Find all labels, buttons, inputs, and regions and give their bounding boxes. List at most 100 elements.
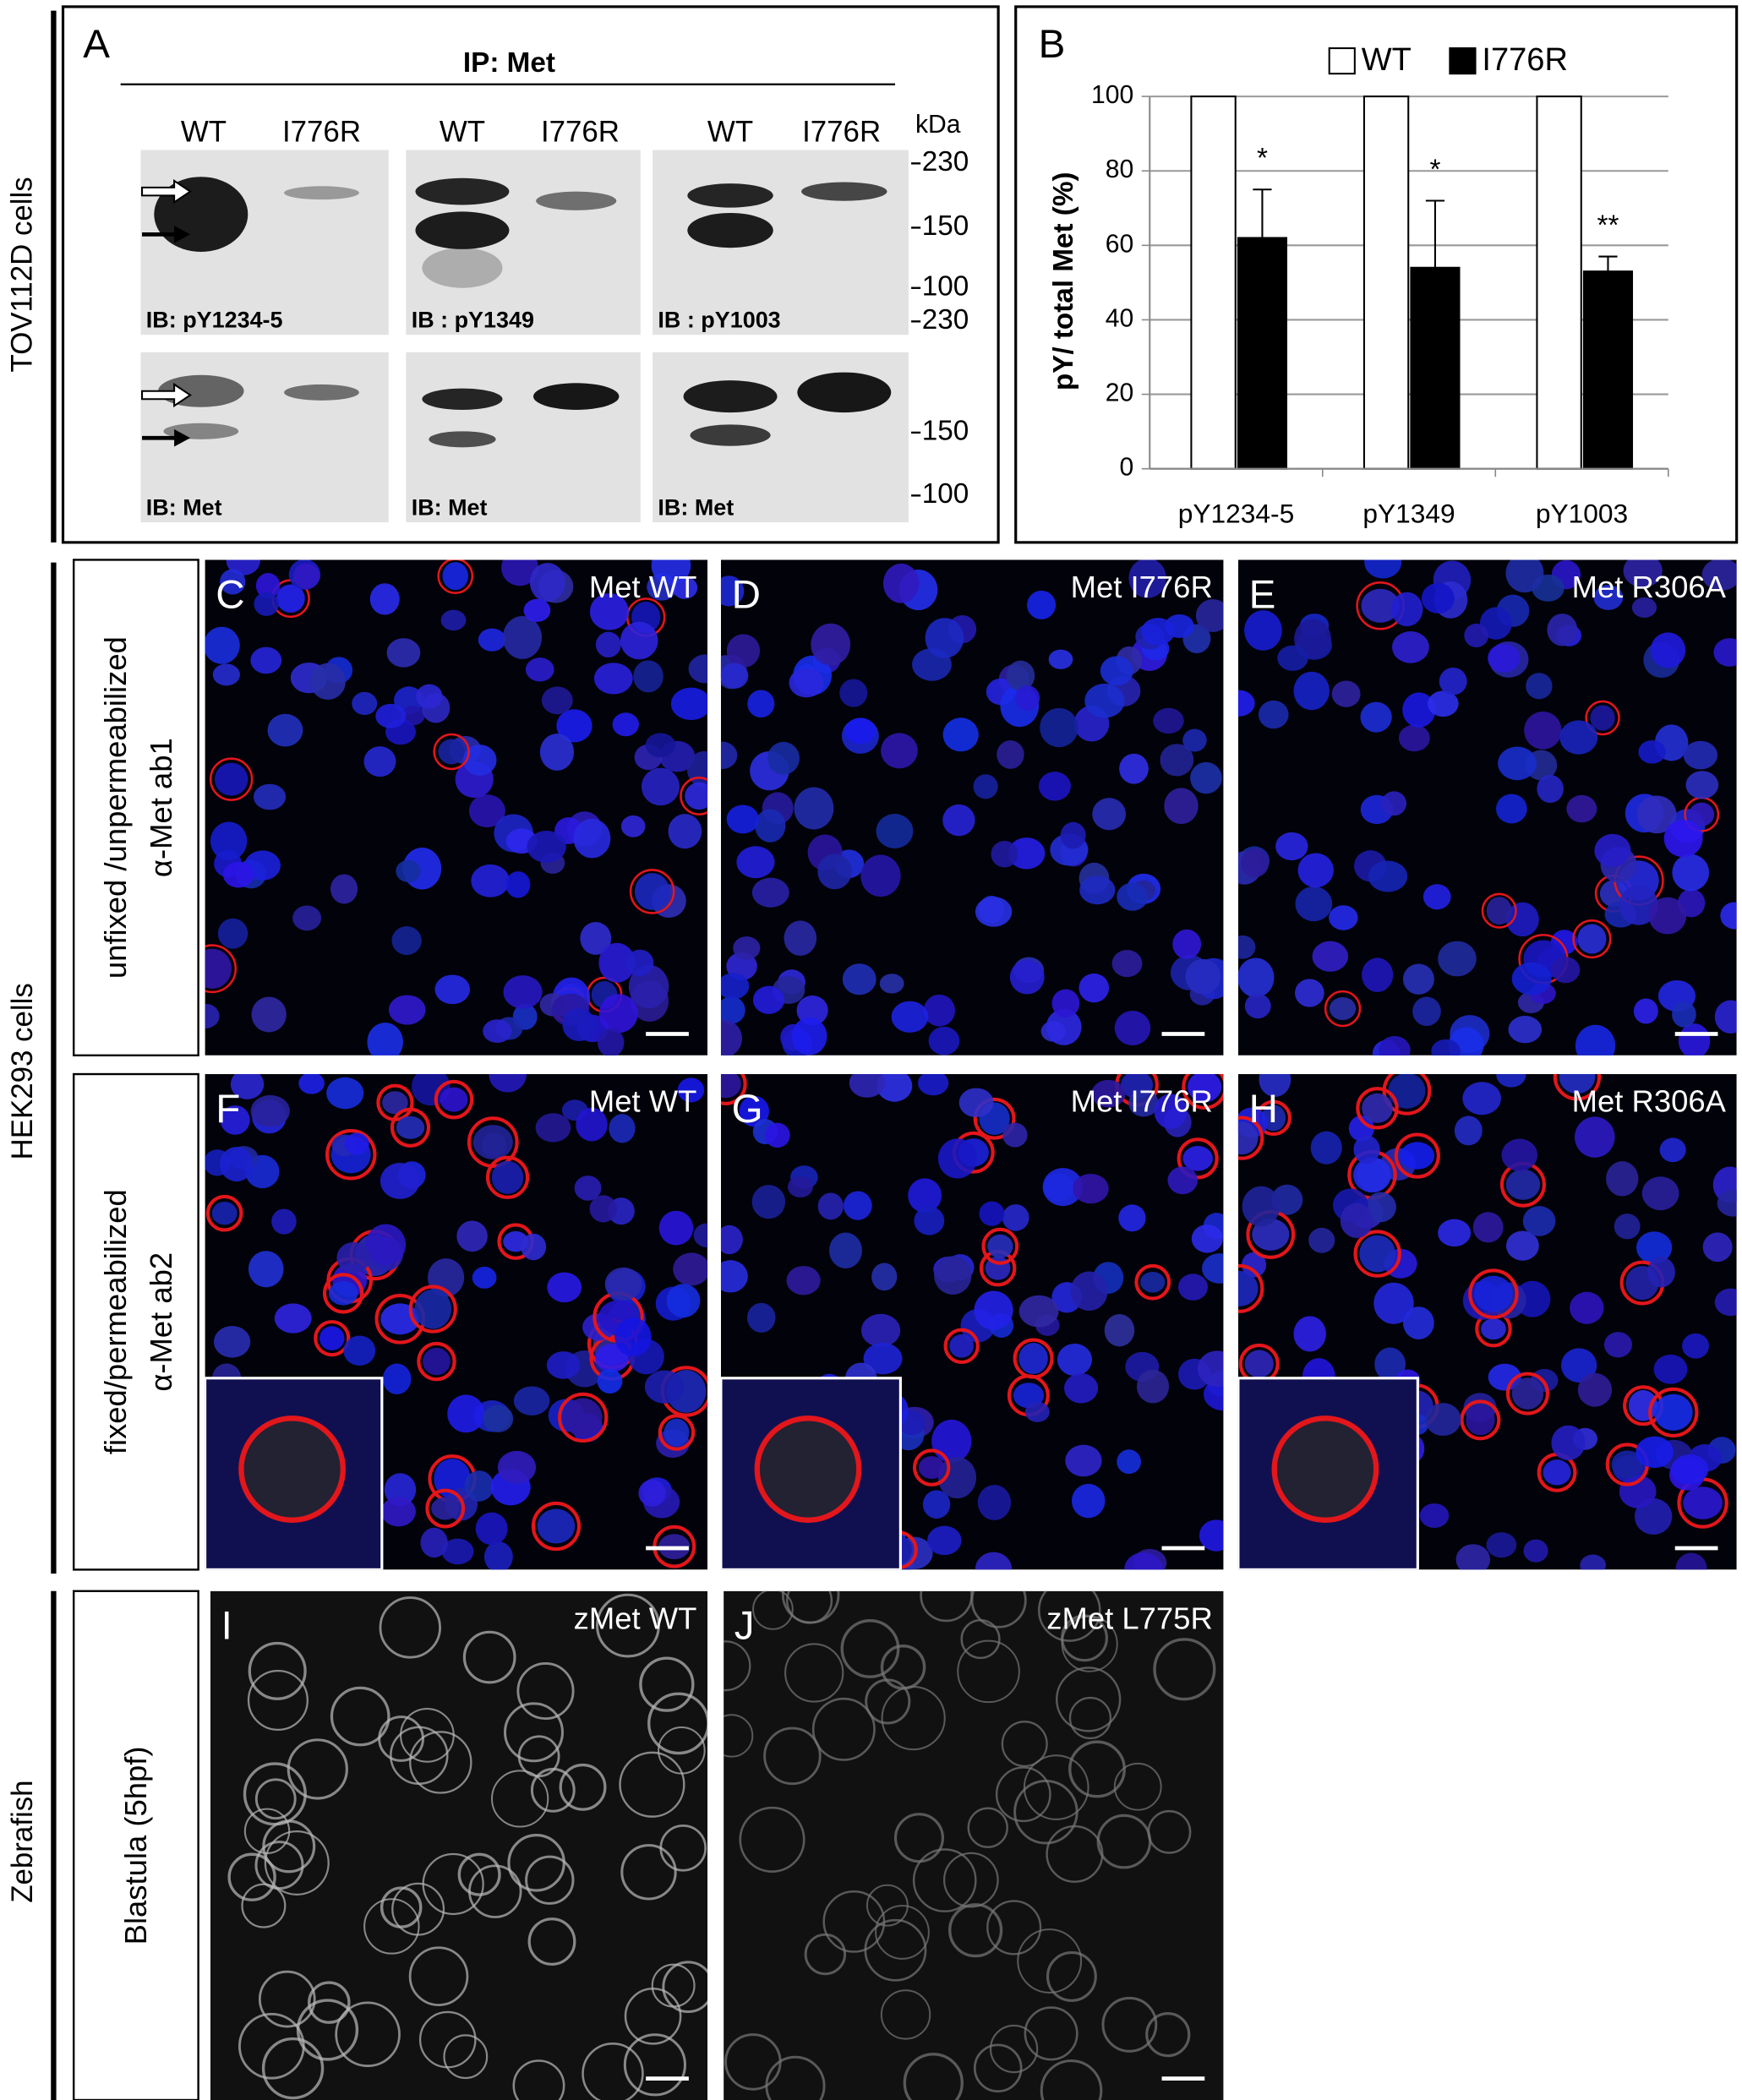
nucleus (979, 1201, 1005, 1226)
nucleus (1496, 1074, 1526, 1088)
nucleus (267, 713, 303, 747)
nucleus (1522, 1206, 1556, 1236)
met-ring (322, 1273, 364, 1314)
nucleus (441, 1538, 474, 1565)
nucleus (523, 598, 551, 622)
nucleus (1505, 559, 1544, 593)
nucleus (1197, 1350, 1224, 1388)
nucleus (1501, 1138, 1538, 1171)
nucleus (1594, 833, 1631, 868)
nucleus (1647, 1257, 1675, 1288)
nucleus (1237, 690, 1255, 717)
micrograph (1237, 559, 1737, 1055)
nucleus (849, 1074, 886, 1098)
cell (967, 1807, 1008, 1848)
nucleus (685, 782, 708, 810)
nucleus (842, 963, 876, 995)
nucleus (663, 1418, 690, 1447)
nucleus (382, 1363, 412, 1395)
nucleus (1508, 1016, 1543, 1044)
nucleus (645, 733, 676, 758)
nucleus (1362, 1093, 1393, 1123)
nucleus (1526, 673, 1553, 700)
nucleus (1042, 1168, 1084, 1207)
nucleus (620, 621, 658, 660)
nucleus (1141, 618, 1175, 646)
nucleus (1402, 1306, 1434, 1339)
nucleus (1714, 1288, 1737, 1317)
met-ring (558, 1392, 609, 1443)
nucleus (958, 1088, 994, 1118)
nucleus (1388, 1074, 1426, 1109)
nucleus (789, 668, 824, 698)
nucleus (1702, 1232, 1733, 1263)
cell (739, 1806, 805, 1873)
nucleus (589, 1195, 618, 1223)
nucleus (1240, 848, 1270, 878)
cell (651, 1963, 696, 2008)
nucleus (1593, 585, 1624, 610)
met-ring (1013, 1338, 1054, 1379)
cell (296, 1999, 359, 2061)
ip-label: IP: Met (463, 47, 555, 79)
band (415, 211, 510, 249)
nucleus (975, 1552, 1013, 1570)
nucleus (1559, 1074, 1596, 1094)
panel-letter: G (732, 1087, 763, 1132)
nucleus (1412, 996, 1441, 1027)
cell (258, 1970, 316, 2028)
band (415, 177, 510, 205)
cell (811, 1697, 876, 1761)
cell (380, 1886, 423, 1928)
bar (1362, 95, 1410, 470)
nucleus (1685, 771, 1719, 799)
y-tick-label: 40 (1106, 304, 1134, 332)
nucleus (1672, 1001, 1696, 1028)
nucleus (336, 1241, 371, 1274)
ib-label: IB : pY1003 (658, 307, 780, 332)
nucleus (255, 573, 281, 599)
nucleus (598, 1028, 625, 1055)
nucleus (638, 1479, 666, 1507)
nucleus (1002, 1204, 1029, 1231)
nucleus (726, 805, 759, 834)
nucleus (817, 1192, 844, 1220)
legend-label: I776R (1482, 42, 1568, 78)
cell (308, 1981, 351, 2024)
cell (880, 1989, 931, 2040)
nucleus (1092, 798, 1127, 831)
ib-label: IB: Met (146, 494, 222, 520)
side-label: TOV112D cells (6, 177, 39, 372)
met-ring (433, 733, 470, 771)
nucleus (1191, 1224, 1223, 1253)
nucleus (214, 762, 248, 796)
nucleus (464, 1470, 494, 1502)
nucleus (931, 1419, 972, 1464)
nucleus (1683, 1486, 1723, 1519)
nucleus (1614, 1214, 1641, 1240)
met-ring (1553, 1074, 1602, 1101)
nucleus (733, 936, 761, 960)
nucleus (598, 942, 636, 983)
micrograph (210, 1590, 708, 2100)
nucleus (440, 609, 467, 631)
nucleus (634, 873, 670, 910)
nucleus (720, 663, 749, 689)
cell (330, 1686, 390, 1747)
row-label: fixed/permeabilized (98, 1189, 133, 1454)
nucleus (1329, 905, 1358, 930)
nucleus (396, 1115, 425, 1139)
nucleus (839, 679, 868, 707)
cell (724, 2033, 782, 2091)
side-label: Zebrafish (6, 1780, 39, 1902)
nucleus (1439, 667, 1467, 695)
blot (653, 150, 909, 335)
panel-title: Met WT (589, 1084, 697, 1119)
nucleus (251, 996, 287, 1033)
nucleus (423, 1347, 451, 1376)
cell (503, 1702, 564, 1763)
nucleus (755, 809, 786, 843)
cell (942, 1852, 999, 1908)
met-ring (973, 1097, 1016, 1140)
nucleus (497, 1450, 537, 1484)
